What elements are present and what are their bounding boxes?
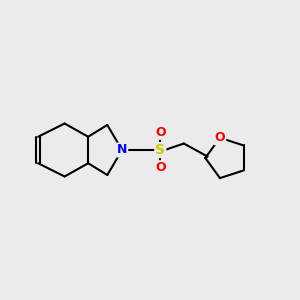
Text: O: O bbox=[214, 131, 225, 144]
Text: O: O bbox=[155, 161, 166, 174]
Text: N: N bbox=[117, 143, 127, 157]
Text: S: S bbox=[155, 143, 165, 157]
Text: O: O bbox=[155, 126, 166, 139]
